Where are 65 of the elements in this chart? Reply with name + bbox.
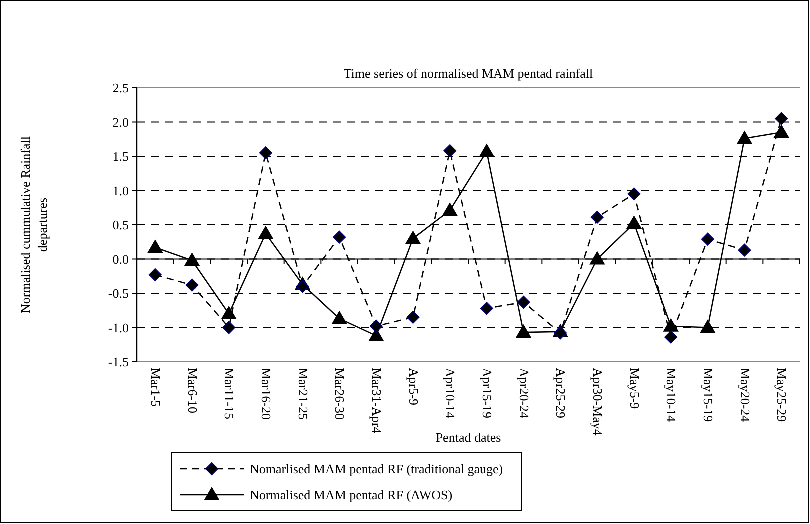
point: [664, 330, 678, 344]
y-axis-title: Normalised cummulative Rainfall departures: [18, 136, 50, 314]
x-tick-label: Apr30-May4: [590, 368, 606, 436]
point: [186, 278, 199, 292]
point: [296, 280, 310, 294]
y-tick-label: -0.5: [108, 286, 129, 302]
legend-label: Nomarlised MAM pentad RF (traditional gauge): [250, 462, 504, 477]
x-tick-label: Mar21-25: [296, 368, 311, 420]
point: [184, 253, 200, 266]
x-tick-label: Mar16-20: [258, 368, 274, 420]
x-tick-label: Apr20-24: [516, 368, 532, 420]
y-tick-label: 2.0: [112, 114, 129, 130]
point: [554, 326, 568, 340]
y-tick-label: -1.5: [108, 354, 129, 370]
x-axis-title: Pentad dates: [436, 430, 502, 445]
x-tick-label: Apr10-14: [443, 368, 458, 420]
point: [370, 320, 383, 333]
point: [738, 244, 752, 257]
point: [775, 112, 788, 126]
y-tick-label: 0.5: [112, 218, 129, 233]
point: [590, 210, 604, 224]
point: [701, 232, 714, 246]
x-tick-label: Mar1-5: [148, 368, 164, 407]
x-tick-label: May25-29: [774, 368, 790, 422]
y-tick-label: -1.0: [108, 320, 129, 336]
x-tick-label: Mar26-30: [332, 368, 348, 420]
point: [222, 306, 237, 320]
point: [148, 268, 162, 282]
x-tick-label: May10-14: [664, 368, 680, 423]
y-tick-label: 0.0: [112, 252, 129, 267]
point: [406, 310, 420, 324]
x-tick-label: Mar6-10: [185, 368, 200, 414]
x-tick-label: Mar31-Apr4: [369, 368, 384, 434]
x-tick-label: May20-24: [738, 368, 753, 423]
point: [258, 226, 274, 240]
x-tick-label: Apr25-29: [554, 368, 569, 419]
point: [517, 296, 530, 309]
point: [406, 231, 421, 244]
x-tick-label: May5-9: [627, 368, 642, 410]
point: [516, 325, 532, 338]
point: [442, 203, 458, 216]
point: [774, 125, 790, 138]
y-tick-label: 2.5: [112, 80, 129, 96]
point: [332, 311, 348, 324]
point: [700, 320, 716, 334]
point: [626, 216, 642, 230]
point: [590, 252, 605, 265]
chart-title: Time series of normalised MAM pentad rainfall: [344, 66, 594, 81]
point: [259, 146, 272, 160]
point: [664, 318, 679, 332]
point: [444, 144, 457, 158]
point: [480, 302, 494, 316]
point: [628, 188, 641, 201]
x-tick-label: Apr15-19: [480, 368, 495, 419]
legend-label: Normalised MAM pentad RF (AWOS): [250, 488, 453, 503]
point: [737, 131, 752, 144]
x-tick-label: Apr5-9: [406, 368, 422, 406]
x-tick-label: Mar11-15: [222, 368, 238, 420]
point: [222, 321, 236, 334]
x-tick-label: May15-19: [700, 368, 716, 422]
point: [148, 240, 163, 254]
point: [333, 230, 346, 244]
y-tick-label: 1.5: [112, 149, 129, 164]
point: [479, 144, 494, 158]
y-tick-label: 1.0: [112, 183, 129, 198]
